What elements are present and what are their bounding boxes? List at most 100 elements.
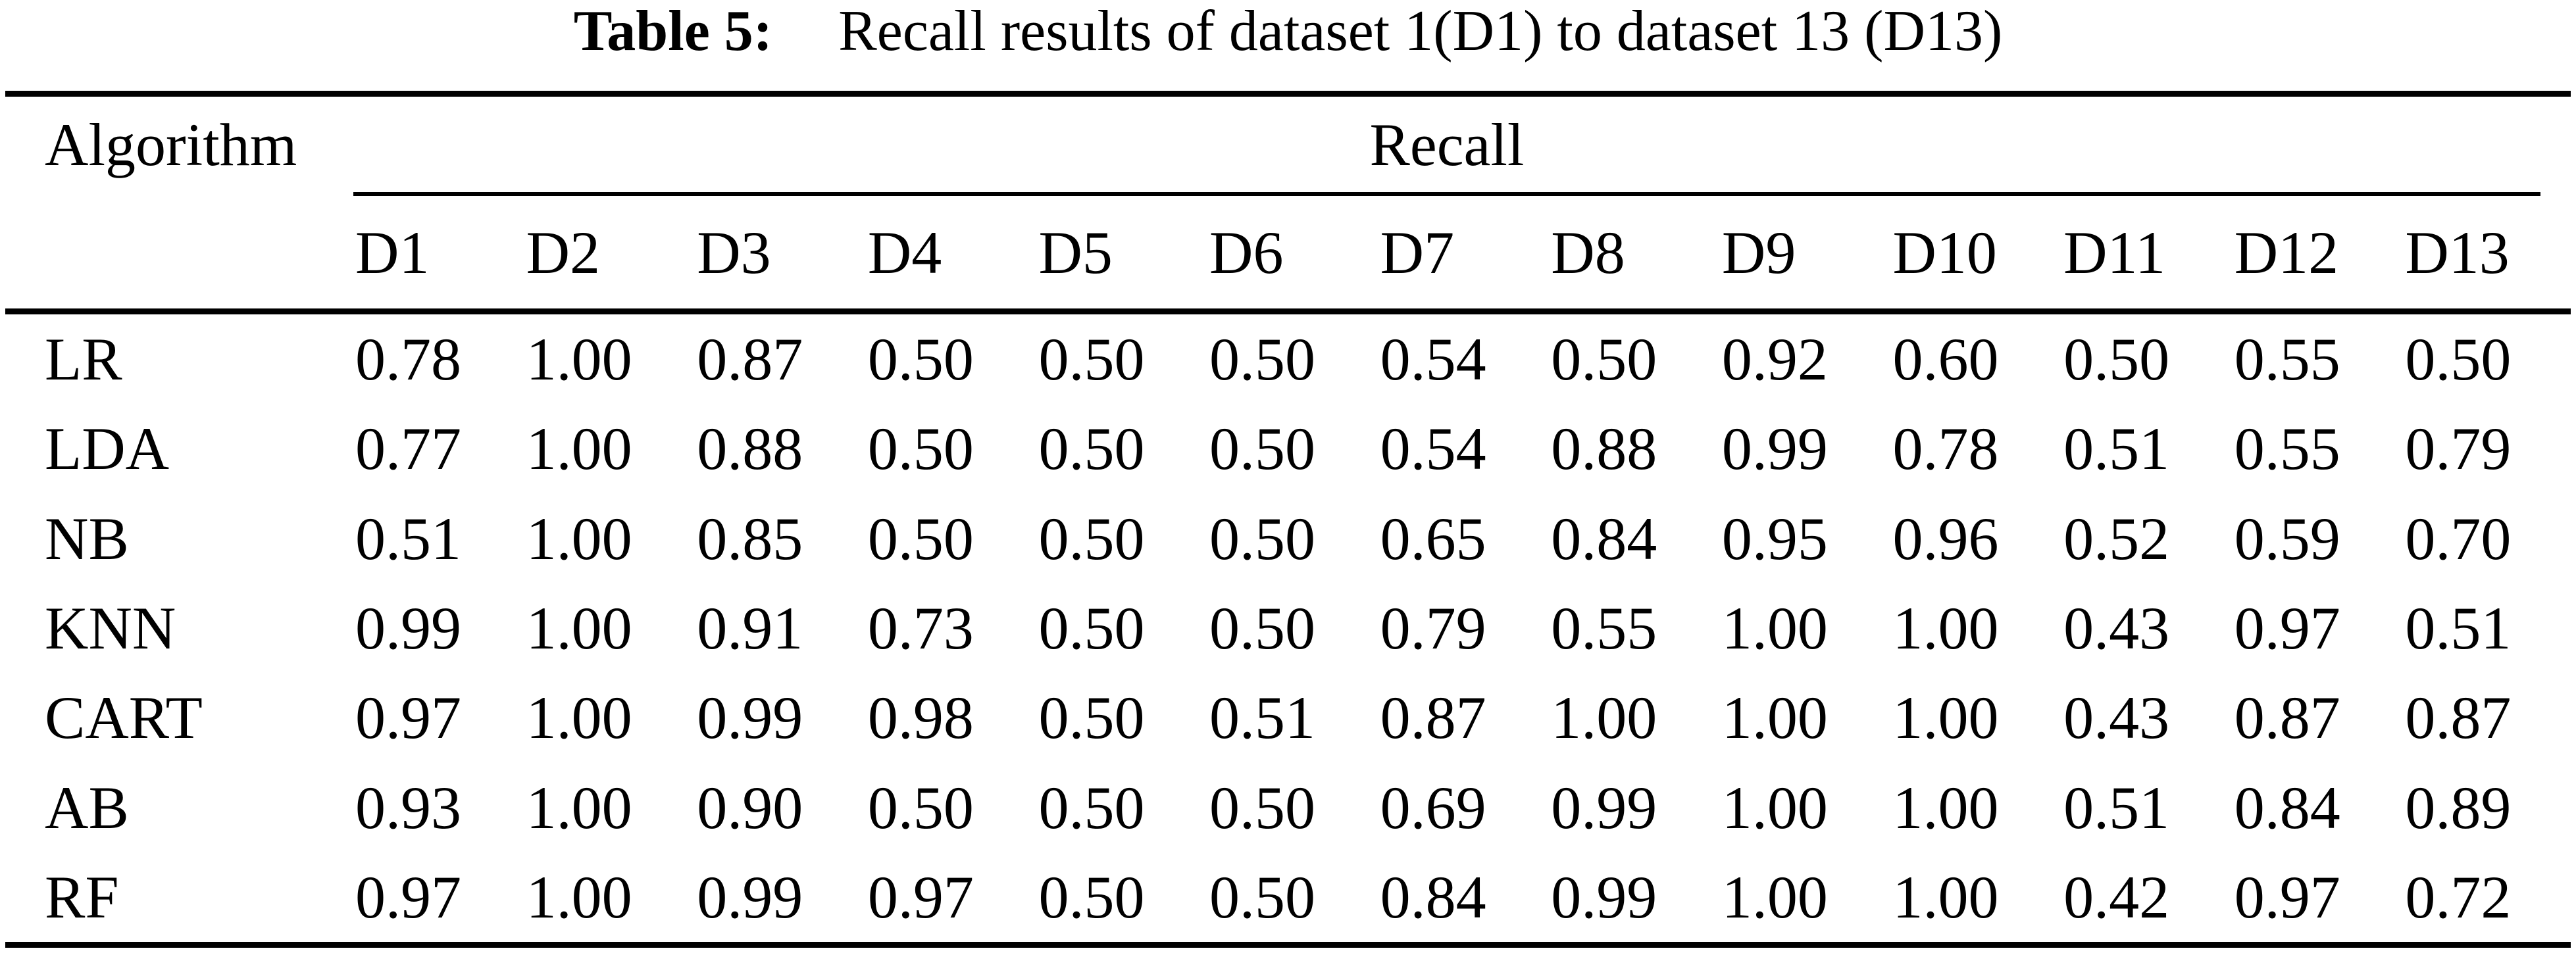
cell: 0.50 bbox=[1209, 415, 1316, 483]
col-header-d13: D13 bbox=[2405, 218, 2510, 286]
cell: 1.00 bbox=[1551, 684, 1657, 752]
cell: 0.50 bbox=[867, 773, 974, 841]
cell: 0.69 bbox=[1380, 773, 1486, 841]
col-header-d8: D8 bbox=[1551, 218, 1625, 286]
cell: 0.51 bbox=[2405, 594, 2512, 662]
cell: 0.96 bbox=[1892, 504, 1999, 572]
cell: 0.87 bbox=[2234, 684, 2340, 752]
table-row: KNN 0.99 1.00 0.91 0.73 0.50 0.50 0.79 0… bbox=[0, 583, 2576, 673]
cell: 0.50 bbox=[1209, 863, 1316, 931]
col-header-d5: D5 bbox=[1038, 218, 1113, 286]
cell: 0.50 bbox=[1038, 594, 1145, 662]
col-header-d6: D6 bbox=[1209, 218, 1284, 286]
cell: 1.00 bbox=[526, 504, 632, 572]
cmidrule bbox=[353, 192, 2540, 196]
rule-bottom bbox=[5, 942, 2571, 948]
cell: 0.54 bbox=[1380, 415, 1486, 483]
cell: 0.50 bbox=[1038, 863, 1145, 931]
col-header-d10: D10 bbox=[1892, 218, 1997, 286]
cell: 0.51 bbox=[355, 504, 461, 572]
col-group-header-recall: Recall bbox=[1369, 110, 1525, 178]
row-header-algorithm: NB bbox=[45, 504, 129, 572]
cell: 0.54 bbox=[1380, 326, 1486, 393]
cell: 0.50 bbox=[1038, 326, 1145, 393]
cell: 0.50 bbox=[1038, 773, 1145, 841]
cell: 1.00 bbox=[526, 773, 632, 841]
col-header-algorithm: Algorithm bbox=[45, 110, 297, 178]
cell: 0.50 bbox=[1038, 504, 1145, 572]
cell: 1.00 bbox=[1721, 773, 1828, 841]
row-header-algorithm: LR bbox=[45, 326, 122, 393]
cell: 0.60 bbox=[1892, 326, 1999, 393]
caption-text: Recall results of dataset 1(D1) to datas… bbox=[838, 0, 2003, 63]
col-header-d12: D12 bbox=[2234, 218, 2339, 286]
cell: 0.97 bbox=[2234, 863, 2340, 931]
cell: 0.90 bbox=[697, 773, 803, 841]
rule-mid bbox=[5, 308, 2571, 314]
cell: 0.70 bbox=[2405, 504, 2512, 572]
caption-label: Table 5: bbox=[573, 0, 773, 63]
row-header-algorithm: LDA bbox=[45, 415, 170, 483]
cell: 0.50 bbox=[1038, 415, 1145, 483]
cell: 1.00 bbox=[526, 415, 632, 483]
cell: 0.99 bbox=[1551, 863, 1657, 931]
table-caption: Table 5: Recall results of dataset 1(D1)… bbox=[0, 0, 2576, 63]
cell: 0.88 bbox=[1551, 415, 1657, 483]
cell: 0.93 bbox=[355, 773, 461, 841]
cell: 0.65 bbox=[1380, 504, 1486, 572]
cell: 0.52 bbox=[2063, 504, 2170, 572]
cell: 0.98 bbox=[867, 684, 974, 752]
cell: 0.59 bbox=[2234, 504, 2340, 572]
cell: 0.92 bbox=[1721, 326, 1828, 393]
cell: 0.89 bbox=[2405, 773, 2512, 841]
cell: 0.43 bbox=[2063, 594, 2170, 662]
cell: 0.43 bbox=[2063, 684, 2170, 752]
cell: 0.72 bbox=[2405, 863, 2512, 931]
col-header-d7: D7 bbox=[1380, 218, 1455, 286]
cell: 0.78 bbox=[1892, 415, 1999, 483]
cell: 0.87 bbox=[2405, 684, 2512, 752]
cell: 0.84 bbox=[1380, 863, 1486, 931]
col-header-d11: D11 bbox=[2063, 218, 2166, 286]
cell: 0.97 bbox=[2234, 594, 2340, 662]
cell: 0.50 bbox=[2405, 326, 2512, 393]
table-row: NB 0.51 1.00 0.85 0.50 0.50 0.50 0.65 0.… bbox=[0, 494, 2576, 583]
cell: 0.50 bbox=[2063, 326, 2170, 393]
rule-top bbox=[5, 91, 2571, 97]
cell: 0.87 bbox=[1380, 684, 1486, 752]
table-row: AB 0.93 1.00 0.90 0.50 0.50 0.50 0.69 0.… bbox=[0, 762, 2576, 852]
col-header-d2: D2 bbox=[526, 218, 601, 286]
row-header-algorithm: KNN bbox=[45, 594, 176, 662]
cell: 0.55 bbox=[1551, 594, 1657, 662]
cell: 0.88 bbox=[697, 415, 803, 483]
cell: 0.99 bbox=[355, 594, 461, 662]
cell: 0.79 bbox=[2405, 415, 2512, 483]
cell: 0.85 bbox=[697, 504, 803, 572]
table-body: LR 0.78 1.00 0.87 0.50 0.50 0.50 0.54 0.… bbox=[0, 314, 2576, 942]
cell: 0.50 bbox=[1209, 773, 1316, 841]
cell: 0.95 bbox=[1721, 504, 1828, 572]
cell: 0.51 bbox=[2063, 415, 2170, 483]
table-row: LDA 0.77 1.00 0.88 0.50 0.50 0.50 0.54 0… bbox=[0, 404, 2576, 493]
cell: 1.00 bbox=[1721, 684, 1828, 752]
cell: 0.50 bbox=[1551, 326, 1657, 393]
table-row: LR 0.78 1.00 0.87 0.50 0.50 0.50 0.54 0.… bbox=[0, 314, 2576, 404]
cell: 1.00 bbox=[526, 326, 632, 393]
cell: 0.50 bbox=[1209, 326, 1316, 393]
cell: 0.50 bbox=[867, 504, 974, 572]
cell: 0.87 bbox=[697, 326, 803, 393]
cell: 0.77 bbox=[355, 415, 461, 483]
cell: 0.79 bbox=[1380, 594, 1486, 662]
cell: 1.00 bbox=[526, 684, 632, 752]
cell: 1.00 bbox=[1721, 863, 1828, 931]
cell: 1.00 bbox=[1892, 773, 1999, 841]
cell: 0.91 bbox=[697, 594, 803, 662]
cell: 0.50 bbox=[1038, 684, 1145, 752]
header-row-group: Algorithm Recall bbox=[0, 97, 2576, 192]
row-header-algorithm: CART bbox=[45, 684, 203, 752]
cell: 0.51 bbox=[2063, 773, 2170, 841]
cell: 0.99 bbox=[1551, 773, 1657, 841]
table-row: CART 0.97 1.00 0.99 0.98 0.50 0.51 0.87 … bbox=[0, 673, 2576, 762]
cell: 1.00 bbox=[1721, 594, 1828, 662]
